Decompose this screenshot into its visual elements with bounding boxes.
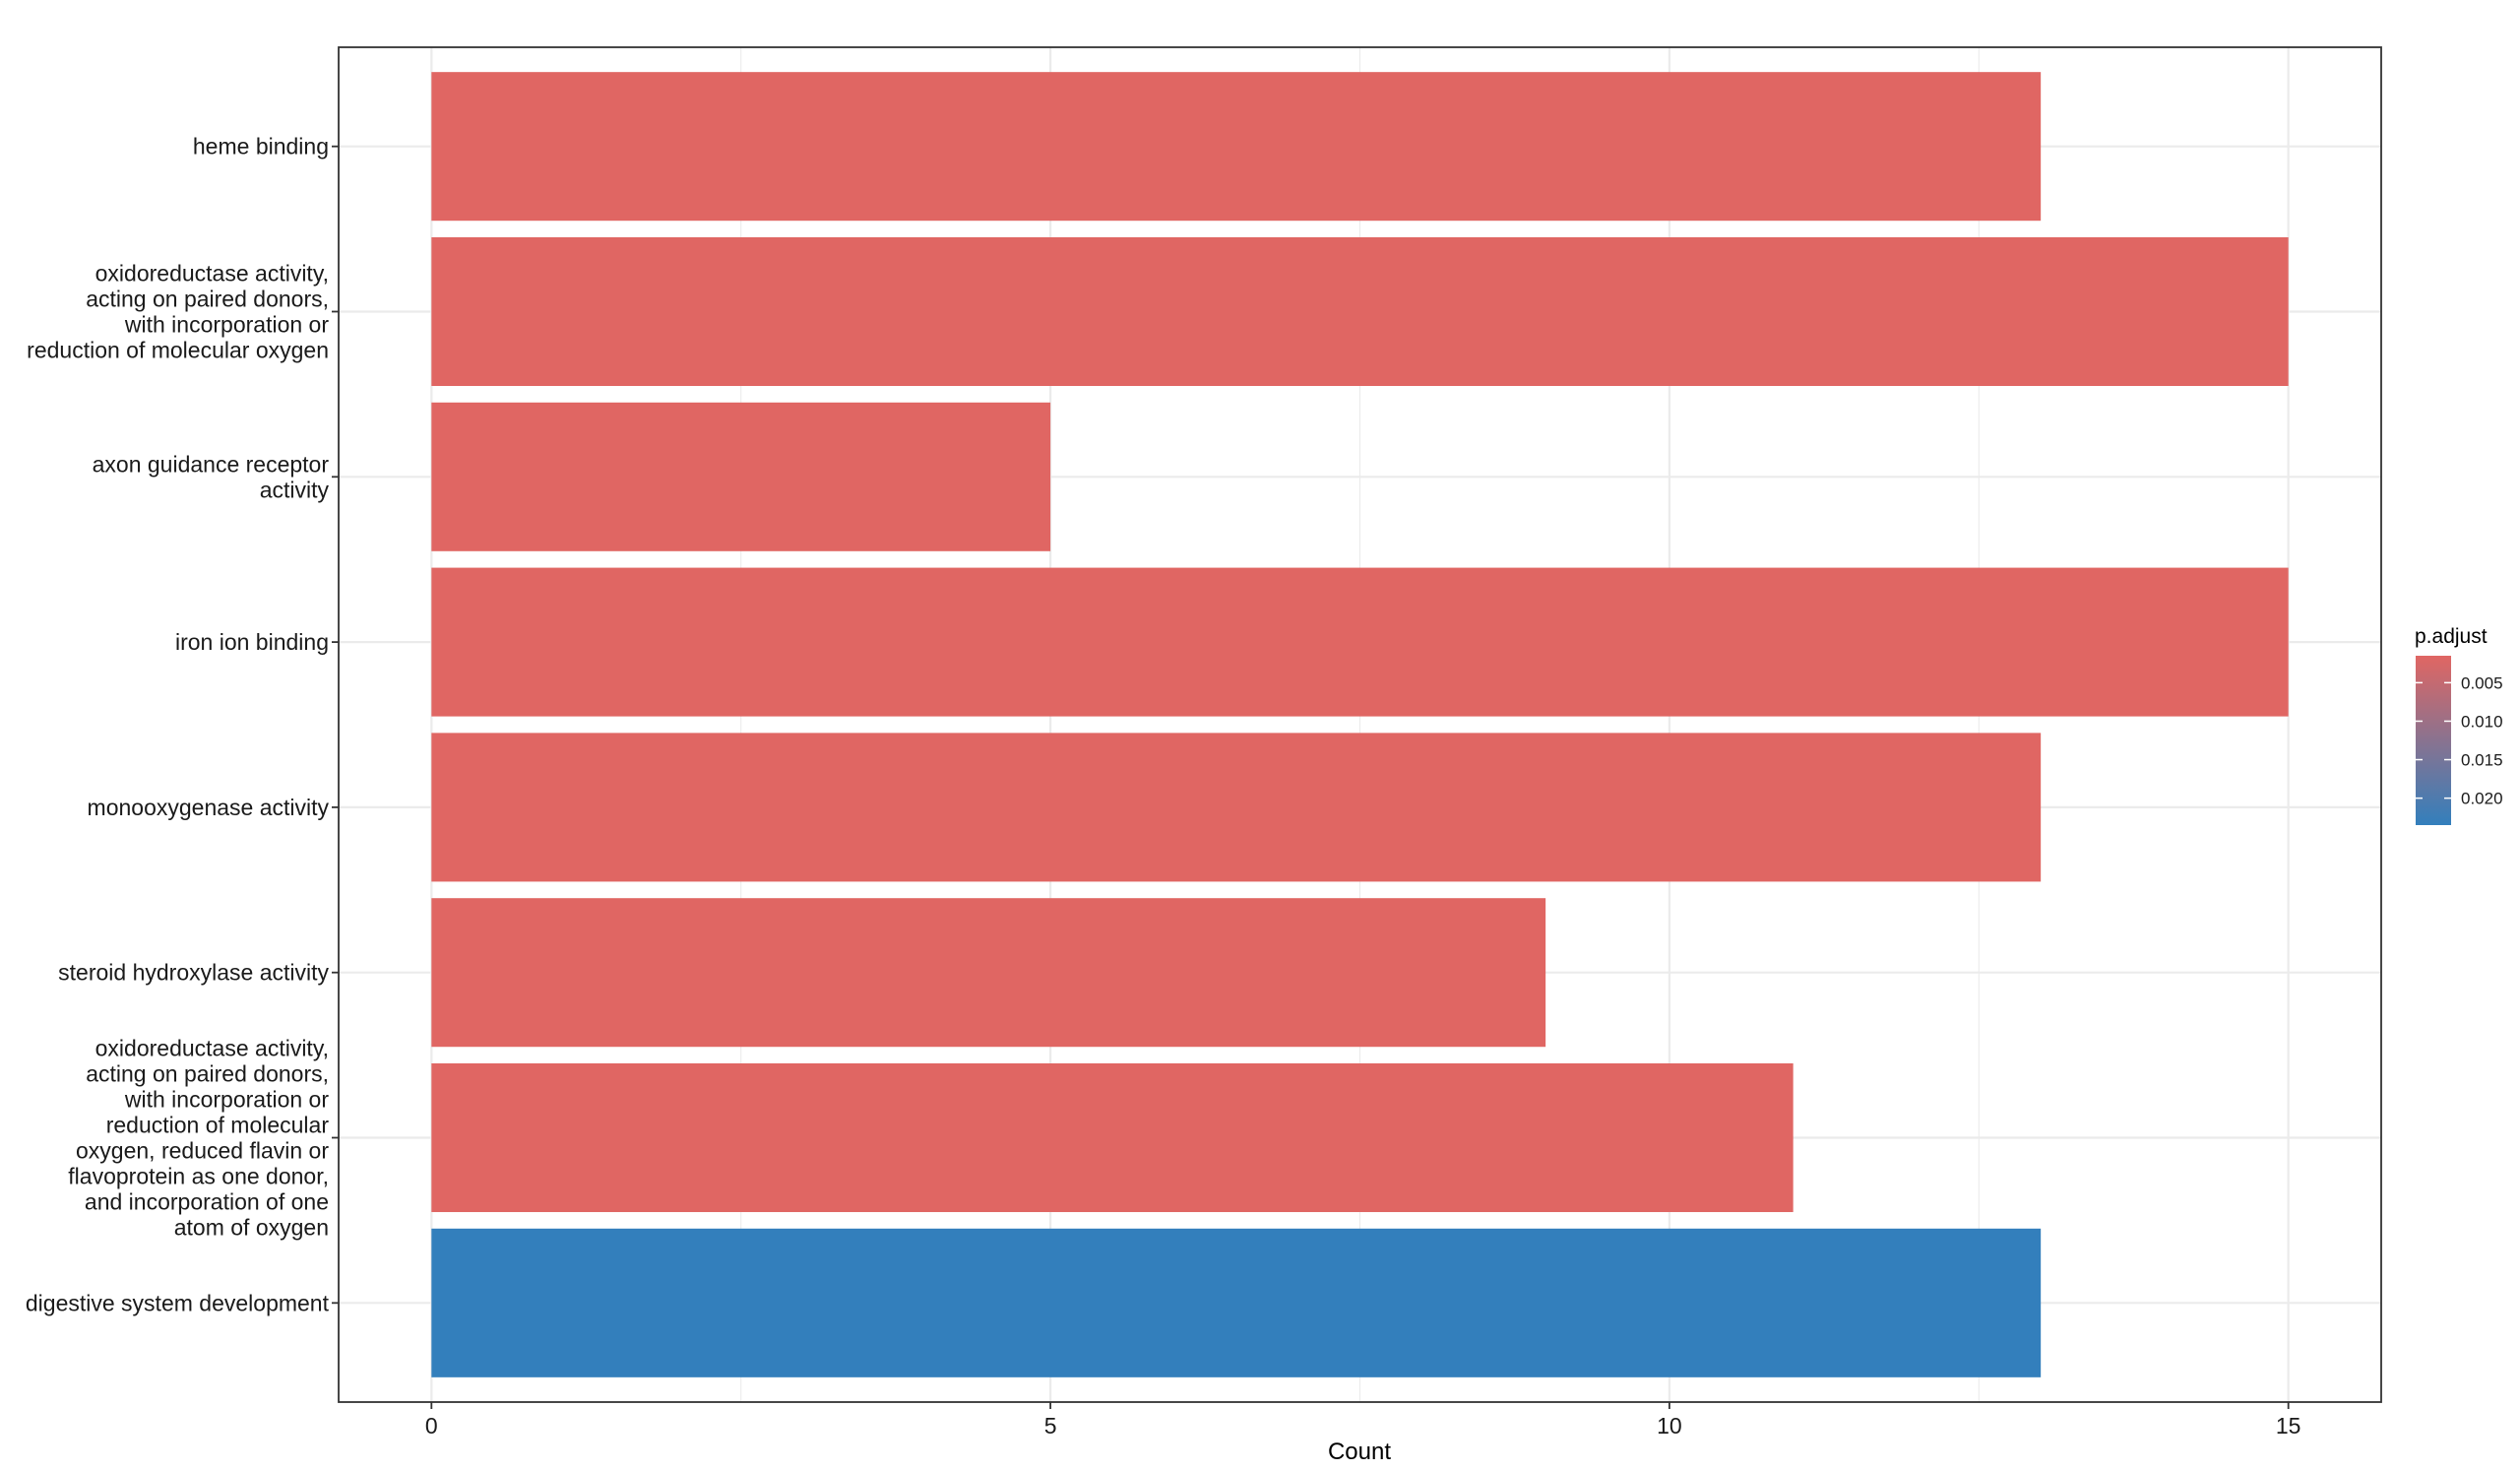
legend-tick-label: 0.020: [2461, 790, 2503, 808]
y-tick-label: oxidoreductase activity, acting on paired…: [27, 260, 329, 362]
y-tick-label: oxidoreductase activity, acting on paired…: [68, 1036, 329, 1241]
bar: [431, 72, 2042, 222]
panel-border: [338, 46, 2382, 1403]
x-tick-label: 5: [1044, 1413, 1057, 1439]
y-tick-label: digestive system development: [26, 1290, 330, 1315]
legend-tick-label: 0.015: [2461, 751, 2503, 770]
x-axis: 0 5 10 15: [425, 1402, 2301, 1439]
y-tick-label: iron ion binding: [175, 629, 329, 655]
x-axis-title: Count: [1328, 1439, 1391, 1465]
y-tick-label: heme binding: [193, 134, 329, 160]
x-tick-label: 0: [425, 1413, 438, 1439]
x-tick-label: 10: [1657, 1413, 1682, 1439]
y-tick-label: monooxygenase activity: [88, 795, 330, 820]
bar: [431, 1063, 1794, 1213]
legend-ticks: 0.005 0.010 0.015 0.020: [2416, 673, 2503, 808]
bar: [431, 236, 2289, 386]
legend-title: p.adjust: [2415, 625, 2488, 648]
bar: [431, 567, 2289, 717]
legend-colorbar: [2416, 656, 2451, 825]
bar: [431, 733, 2042, 882]
y-axis: digestive system development oxidoreducta…: [26, 134, 339, 1315]
bar: [431, 1228, 2042, 1377]
y-tick-label: axon guidance receptor activity: [93, 451, 330, 502]
y-tick-label: steroid hydroxylase activity: [58, 960, 329, 986]
bars: [431, 72, 2289, 1377]
bar: [431, 898, 1546, 1048]
bar: [431, 402, 1051, 551]
color-legend: p.adjust 0.005 0.010 0.015 0.020: [2415, 625, 2503, 825]
legend-tick-label: 0.005: [2461, 673, 2503, 692]
x-tick-label: 15: [2276, 1413, 2301, 1439]
legend-tick-label: 0.010: [2461, 712, 2503, 731]
